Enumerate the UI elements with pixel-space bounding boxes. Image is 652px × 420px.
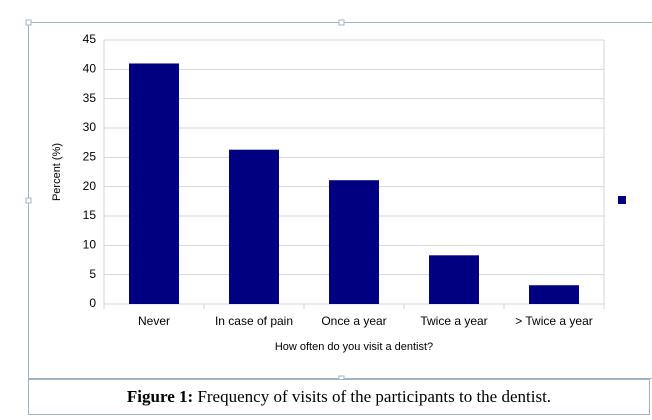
y-tick-label: 15 (83, 208, 97, 222)
y-tick-label: 30 (83, 120, 97, 134)
y-tick-label: 25 (83, 150, 97, 164)
x-tick-label: > Twice a year (515, 314, 592, 328)
caption-label: Figure 1: (126, 387, 194, 406)
x-tick-label: Never (138, 314, 170, 328)
chart: Percent (%) How often do you visit a den… (25, 19, 652, 380)
bar (529, 285, 579, 304)
handle (25, 19, 32, 26)
caption: Figure 1: Frequency of visits of the par… (28, 379, 650, 415)
y-axis-label: Percent (%) (51, 143, 63, 201)
handle (338, 19, 345, 26)
bar (229, 149, 279, 304)
bar (329, 180, 379, 304)
y-tick-label: 35 (83, 91, 97, 105)
y-tick-label: 45 (83, 32, 97, 46)
y-tick-label: 5 (89, 267, 96, 281)
handle (338, 375, 345, 380)
y-tick-label: 20 (83, 179, 97, 193)
bar (129, 63, 179, 304)
y-tick-label: 0 (89, 296, 96, 310)
y-tick-label: 10 (83, 238, 97, 252)
x-tick-label: Once a year (321, 314, 386, 328)
y-tick-label: 40 (83, 62, 97, 76)
legend-swatch (618, 196, 626, 204)
handle (25, 197, 32, 204)
x-axis-label: How often do you visit a dentist? (275, 341, 433, 353)
bar (429, 255, 479, 304)
caption-text: Frequency of visits of the participants … (197, 387, 552, 406)
x-tick-label: In case of pain (215, 314, 293, 328)
x-tick-label: Twice a year (420, 314, 487, 328)
